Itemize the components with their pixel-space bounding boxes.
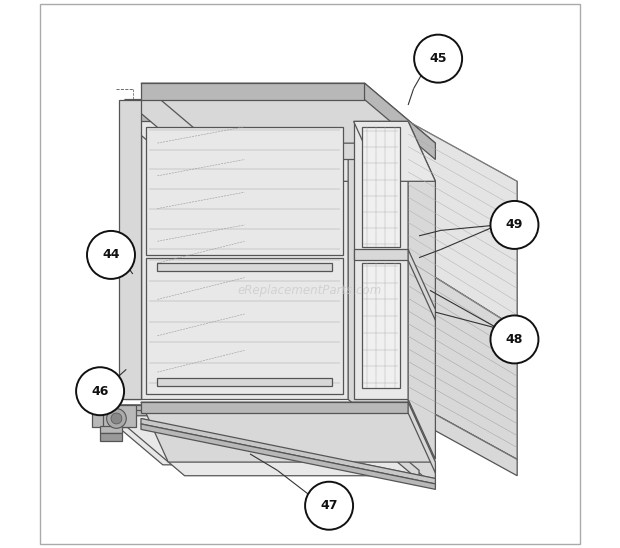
Polygon shape (408, 260, 517, 459)
Polygon shape (92, 405, 365, 427)
Polygon shape (362, 127, 400, 247)
Circle shape (87, 231, 135, 279)
Text: 46: 46 (91, 385, 108, 398)
Polygon shape (146, 258, 343, 394)
Polygon shape (119, 100, 141, 399)
Polygon shape (157, 378, 332, 386)
Polygon shape (141, 402, 435, 462)
Polygon shape (408, 399, 517, 476)
Polygon shape (157, 263, 332, 271)
Polygon shape (100, 426, 122, 433)
Polygon shape (100, 433, 122, 441)
Polygon shape (146, 127, 343, 255)
Circle shape (111, 413, 122, 424)
Text: 49: 49 (506, 219, 523, 231)
Text: eReplacementParts.com: eReplacementParts.com (238, 284, 382, 297)
Polygon shape (348, 410, 419, 481)
Polygon shape (365, 405, 435, 487)
Text: 48: 48 (506, 333, 523, 346)
Text: 45: 45 (430, 52, 447, 65)
Polygon shape (353, 249, 408, 260)
Polygon shape (408, 121, 517, 328)
Polygon shape (125, 111, 348, 121)
Polygon shape (141, 121, 348, 399)
Polygon shape (353, 121, 435, 181)
Circle shape (107, 409, 126, 429)
Circle shape (76, 367, 124, 415)
Polygon shape (125, 100, 419, 159)
Polygon shape (125, 121, 141, 399)
Polygon shape (408, 402, 435, 473)
Polygon shape (408, 121, 435, 459)
Polygon shape (141, 83, 435, 143)
Circle shape (490, 201, 538, 249)
Polygon shape (362, 263, 400, 389)
Polygon shape (103, 405, 136, 427)
Polygon shape (408, 249, 435, 321)
Polygon shape (92, 405, 435, 465)
Polygon shape (348, 100, 419, 170)
Polygon shape (353, 121, 408, 399)
Text: 47: 47 (321, 499, 338, 512)
Polygon shape (108, 410, 348, 421)
Polygon shape (113, 416, 414, 476)
Circle shape (305, 482, 353, 530)
Polygon shape (141, 83, 365, 100)
Polygon shape (141, 419, 435, 484)
Polygon shape (141, 424, 435, 489)
Polygon shape (141, 402, 408, 413)
Polygon shape (365, 83, 435, 159)
Text: 44: 44 (102, 248, 120, 261)
Polygon shape (125, 121, 419, 181)
Polygon shape (348, 121, 419, 459)
Circle shape (490, 316, 538, 363)
Circle shape (414, 35, 462, 83)
